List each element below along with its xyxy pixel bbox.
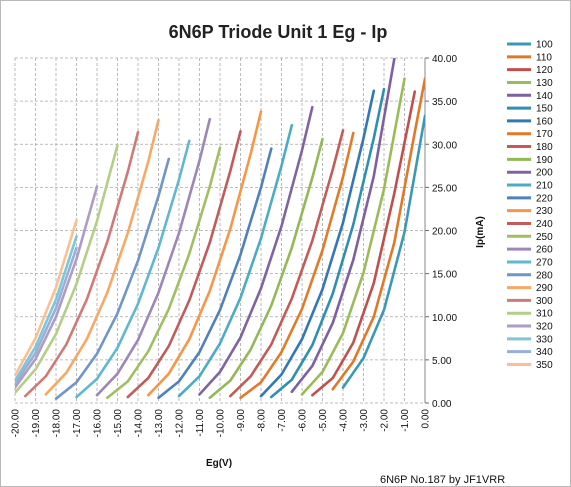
series-line-290 (44, 118, 160, 396)
legend-label-190: 190 (536, 155, 553, 166)
y-tick-label: 25.00 (432, 183, 457, 194)
series-line-210 (177, 124, 294, 398)
x-tick-label: -19.00 (31, 409, 42, 438)
legend-label-230: 230 (536, 206, 553, 217)
legend-label-200: 200 (536, 168, 553, 179)
series-line-270 (75, 139, 191, 399)
legend-label-160: 160 (536, 116, 553, 127)
series-line-350 (15, 218, 78, 377)
legend-label-140: 140 (536, 91, 553, 102)
x-tick-label: -13.00 (154, 409, 165, 438)
x-tick-label: -9.00 (236, 409, 247, 432)
x-tick-label: -10.00 (216, 409, 227, 438)
y-tick-label: 15.00 (432, 270, 457, 281)
y-tick-label: 10.00 (432, 313, 457, 324)
x-tick-label: -2.00 (380, 409, 391, 432)
legend-label-270: 270 (536, 257, 553, 268)
legend-label-170: 170 (536, 129, 553, 140)
x-tick-label: -6.00 (298, 409, 309, 432)
x-axis-label: Eg(V) (206, 458, 232, 469)
x-tick-label: -5.00 (318, 409, 329, 432)
x-tick-label: -3.00 (359, 409, 370, 432)
y-tick-label: 30.00 (432, 140, 457, 151)
legend-label-320: 320 (536, 322, 553, 333)
x-tick-label: -16.00 (93, 409, 104, 438)
series-line-240 (126, 130, 242, 399)
legend-label-180: 180 (536, 142, 553, 153)
legend-label-240: 240 (536, 219, 553, 230)
y-axis-label: Ip(mA) (475, 216, 486, 248)
y-tick-label: 5.00 (432, 356, 452, 367)
y-tick-label: 20.00 (432, 227, 457, 238)
x-tick-label: -15.00 (113, 409, 124, 438)
y-tick-label: 35.00 (432, 97, 457, 108)
y-tick-label: 40.00 (432, 54, 457, 65)
series-line-200 (198, 105, 314, 396)
legend-label-290: 290 (536, 283, 553, 294)
series-line-150 (269, 87, 386, 399)
series-line-100 (341, 114, 425, 389)
legend-label-330: 330 (536, 334, 553, 345)
legend-label-220: 220 (536, 193, 553, 204)
series-line-330 (15, 235, 78, 382)
series-line-320 (15, 185, 99, 389)
series-line-140 (290, 58, 396, 394)
y-tick-label: 0.00 (432, 399, 452, 410)
x-tick-label: -20.00 (11, 409, 22, 438)
series-line-170 (239, 131, 355, 400)
legend-label-310: 310 (536, 309, 553, 320)
series-line-220 (157, 147, 273, 400)
series-line-280 (54, 157, 171, 401)
x-tick-label: 0.00 (421, 409, 432, 429)
legend-label-350: 350 (536, 360, 553, 371)
chart-title: 6N6P Triode Unit 1 Eg - Ip (169, 22, 388, 42)
series-group (15, 58, 425, 401)
legend-label-100: 100 (536, 40, 553, 51)
series-line-340 (15, 246, 78, 386)
x-tick-label: -18.00 (52, 409, 63, 438)
series-line-120 (310, 90, 417, 397)
x-tick-label: -4.00 (339, 409, 350, 432)
series-line-160 (259, 89, 376, 398)
legend-label-250: 250 (536, 232, 553, 243)
series-line-130 (300, 77, 406, 396)
series-line-110 (331, 77, 425, 391)
series-line-250 (106, 146, 222, 400)
footer-credit: 6N6P No.187 by JF1VRR (380, 474, 505, 486)
legend-label-120: 120 (536, 65, 553, 76)
legend-label-280: 280 (536, 270, 553, 281)
series-line-230 (147, 110, 263, 397)
ticks: -20.00 -19.00 -18.00 -17.00 -16.00 -15.00 -14.… (11, 54, 458, 437)
legend-label-300: 300 (536, 296, 553, 307)
legend-label-210: 210 (536, 181, 553, 192)
series-line-180 (229, 129, 345, 398)
series-line-300 (23, 130, 140, 398)
x-tick-label: -11.00 (195, 409, 206, 437)
legend-label-260: 260 (536, 245, 553, 256)
x-tick-label: -14.00 (134, 409, 145, 438)
x-tick-label: -1.00 (400, 409, 411, 432)
legend-label-110: 110 (536, 52, 552, 63)
legend-label-130: 130 (536, 78, 553, 89)
series-line-190 (208, 137, 324, 400)
legend-label-340: 340 (536, 347, 553, 358)
legend-label-150: 150 (536, 104, 553, 115)
x-tick-label: -17.00 (72, 409, 83, 438)
x-tick-label: -7.00 (277, 409, 288, 432)
series-line-310 (15, 143, 119, 394)
x-tick-label: -8.00 (257, 409, 268, 432)
x-tick-label: -12.00 (175, 409, 186, 438)
series-line-260 (95, 117, 212, 397)
